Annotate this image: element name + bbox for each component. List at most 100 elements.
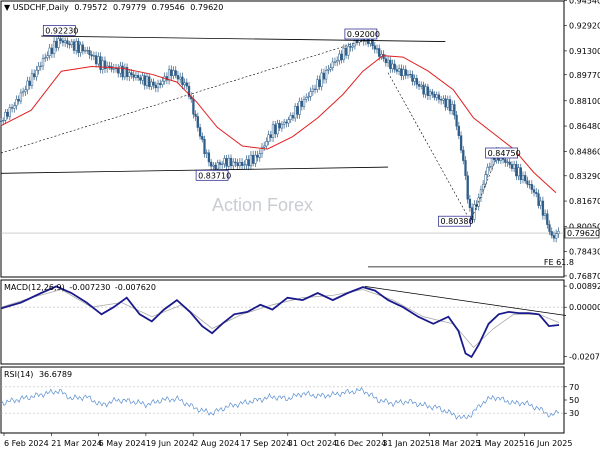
candle (344, 44, 348, 59)
candle-body (101, 60, 104, 70)
candle (530, 180, 533, 194)
candle (475, 200, 478, 211)
candle-body (35, 69, 38, 78)
candle-body (384, 58, 388, 64)
candle-body (395, 69, 399, 72)
candle-body (541, 200, 545, 216)
price-y-tick: 0.94540 (569, 0, 600, 5)
candle-body (464, 160, 467, 176)
candle-body (159, 83, 162, 85)
candle (15, 95, 18, 110)
candle-body (83, 50, 87, 52)
candle (526, 176, 529, 188)
candle-body (10, 107, 14, 109)
candle-body (218, 162, 222, 165)
candle (70, 38, 73, 48)
candle (61, 37, 65, 47)
candle (550, 227, 553, 239)
candle-body (150, 81, 153, 87)
candle-body (546, 213, 549, 225)
candle (212, 162, 215, 170)
candle-body (167, 69, 171, 81)
macd-y-tick: 0.008923 (569, 282, 600, 291)
candle-body (342, 47, 345, 61)
candle (28, 76, 31, 90)
candle-body (247, 159, 250, 167)
candle (143, 72, 146, 90)
candle (99, 52, 102, 74)
candle-body (333, 61, 337, 63)
candle-body (344, 47, 348, 56)
price-label-text: 0.80380 (441, 217, 474, 226)
candle-body (322, 72, 326, 80)
candle-body (148, 76, 151, 87)
candle (269, 130, 272, 142)
candle (112, 63, 115, 74)
candle (88, 46, 91, 59)
candle (223, 155, 226, 168)
candle (428, 88, 432, 100)
candle-body (510, 164, 514, 169)
candle-body (313, 88, 317, 90)
candle (21, 87, 25, 97)
candle (391, 59, 394, 73)
candle-body (397, 68, 401, 72)
candle (453, 100, 456, 120)
candle (409, 70, 412, 78)
candle-body (521, 175, 525, 181)
candle-body (94, 55, 98, 65)
candle-body (203, 139, 206, 155)
candle-body (232, 161, 235, 167)
ohlc-close: 0.79620 (190, 3, 223, 12)
candle (150, 78, 153, 91)
candle (296, 103, 299, 119)
candle (422, 81, 425, 98)
candle (457, 121, 460, 140)
candle (327, 64, 330, 75)
candle-body (400, 68, 403, 77)
candle (276, 119, 279, 138)
candle-body (192, 98, 195, 115)
candle (351, 42, 354, 52)
candle-body (455, 114, 458, 127)
candle (72, 38, 76, 54)
candle-body (280, 124, 284, 129)
candle (156, 79, 160, 93)
candle-body (451, 104, 454, 111)
candle (108, 61, 111, 70)
candle-body (70, 41, 73, 46)
candle-body (152, 81, 155, 86)
candle (50, 43, 54, 58)
candle (552, 231, 556, 242)
rsi-y-tick: 50 (569, 396, 579, 405)
candle (333, 57, 337, 66)
candle (187, 81, 191, 100)
rsi-value: 36.6789 (39, 370, 72, 379)
candle (384, 54, 388, 67)
candle-body (254, 154, 257, 164)
rsi-line (0, 386, 560, 420)
watermark: Action Forex (212, 195, 313, 215)
candle (221, 160, 224, 169)
candle-body (33, 73, 36, 78)
candle (234, 158, 237, 168)
macd-y-tick: 0.000000 (569, 303, 600, 312)
candle (291, 112, 295, 122)
candle-body (44, 57, 47, 60)
x-tick-label: 19 Jun 2024 (146, 439, 194, 448)
candle (125, 63, 129, 81)
candle (152, 78, 155, 90)
x-tick-label: 18 Mar 2025 (430, 439, 481, 448)
candle-body (225, 158, 228, 167)
x-tick-label: 16 Dec 2024 (335, 439, 386, 448)
candle (439, 95, 443, 105)
candle (404, 65, 407, 80)
ohlc-open: 0.79572 (74, 3, 107, 12)
candle (238, 158, 242, 169)
candle (466, 171, 469, 204)
candle-body (329, 67, 332, 70)
candle (437, 91, 441, 104)
candle (83, 46, 87, 54)
candle-body (216, 162, 219, 170)
candle-body (55, 40, 58, 48)
